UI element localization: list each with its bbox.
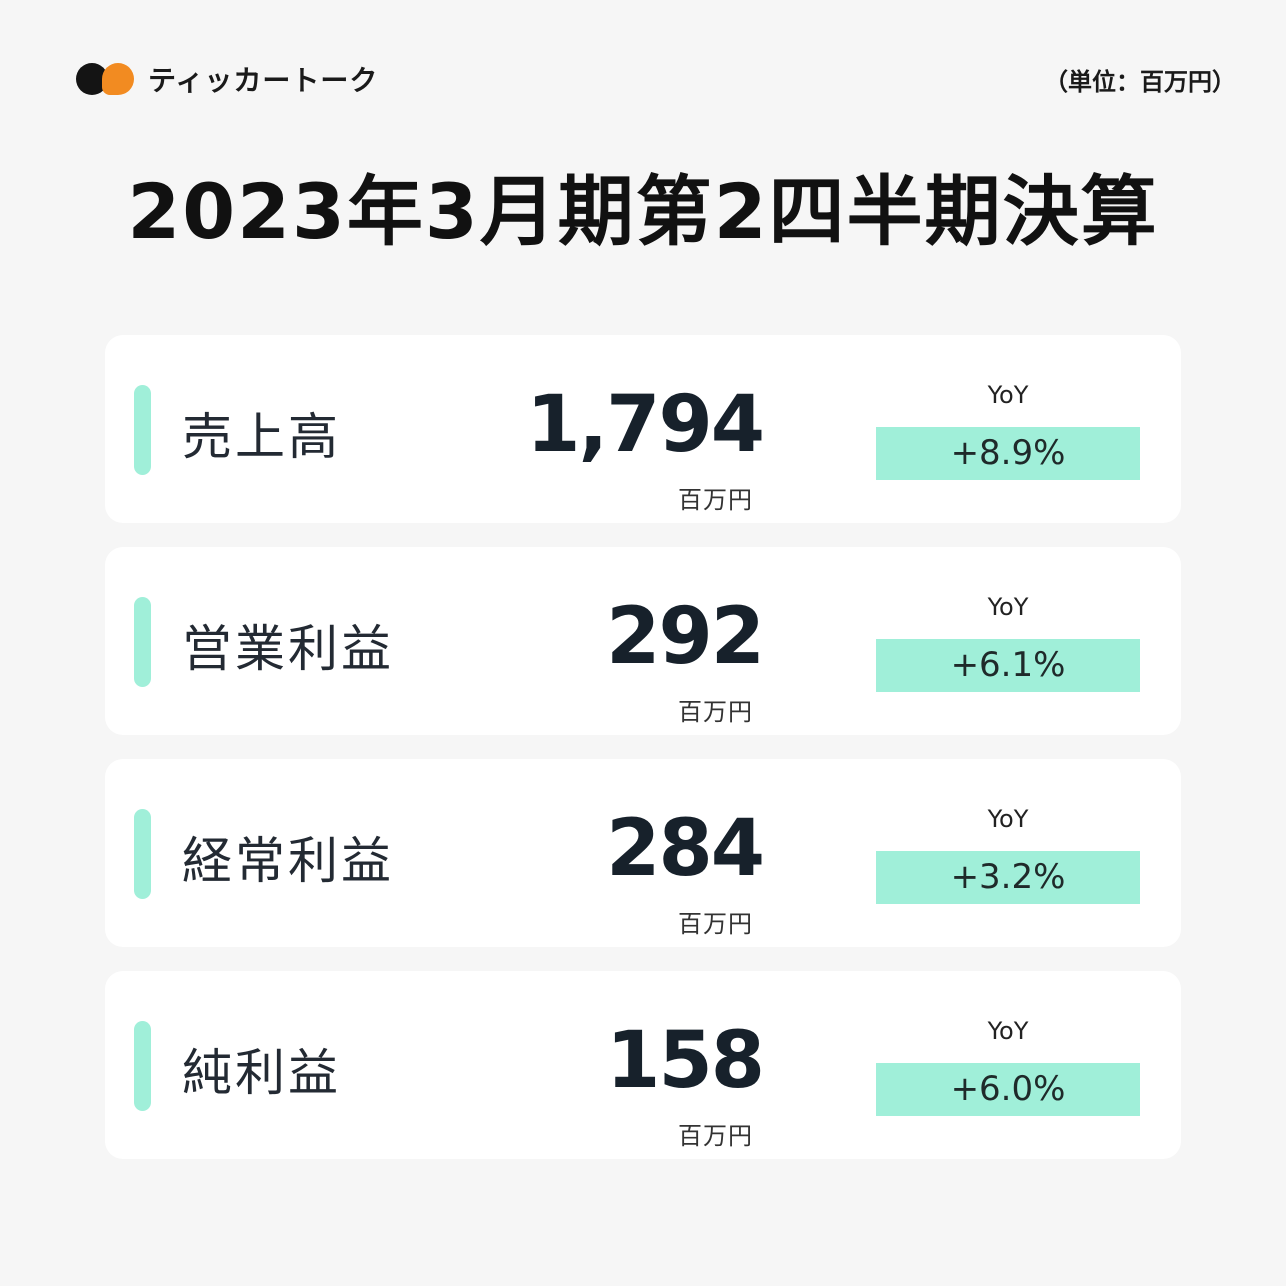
metric-unit: 百万円: [678, 698, 753, 726]
metric-label: 純利益: [182, 1044, 341, 1102]
yoy-label: YoY: [987, 381, 1029, 409]
metric-value: 158: [606, 1016, 765, 1106]
metric-label: 売上高: [182, 408, 341, 466]
metric-value: 1,794: [526, 380, 765, 470]
yoy-badge: +6.0%: [876, 1063, 1140, 1116]
metric-label: 営業利益: [182, 620, 394, 678]
metric-card-ordinary-profit: 経常利益 284 百万円 YoY +3.2%: [105, 759, 1181, 947]
metric-unit: 百万円: [678, 486, 753, 514]
page-title: 2023年3月期第2四半期決算: [127, 167, 1159, 256]
metric-value: 284: [606, 804, 765, 894]
metric-unit: 百万円: [678, 1122, 753, 1150]
metric-card-net-profit: 純利益 158 百万円 YoY +6.0%: [105, 971, 1181, 1159]
yoy-badge: +8.9%: [876, 427, 1140, 480]
brand-logo-icon: [76, 60, 138, 98]
yoy-label: YoY: [987, 805, 1029, 833]
yoy-label: YoY: [987, 593, 1029, 621]
metric-card-operating-profit: 営業利益 292 百万円 YoY +6.1%: [105, 547, 1181, 735]
metric-value: 292: [606, 592, 765, 682]
logo-orange-bubble: [102, 63, 134, 95]
metric-card-revenue: 売上高 1,794 百万円 YoY +8.9%: [105, 335, 1181, 523]
accent-bar: [134, 1021, 151, 1111]
brand: ティッカートーク: [76, 60, 378, 98]
accent-bar: [134, 809, 151, 899]
yoy-badge: +3.2%: [876, 851, 1140, 904]
accent-bar: [134, 597, 151, 687]
unit-note: （単位：百万円）: [1044, 68, 1236, 96]
metric-label: 経常利益: [182, 832, 394, 890]
yoy-label: YoY: [987, 1017, 1029, 1045]
metric-unit: 百万円: [678, 910, 753, 938]
yoy-badge: +6.1%: [876, 639, 1140, 692]
accent-bar: [134, 385, 151, 475]
brand-name: ティッカートーク: [148, 64, 379, 97]
